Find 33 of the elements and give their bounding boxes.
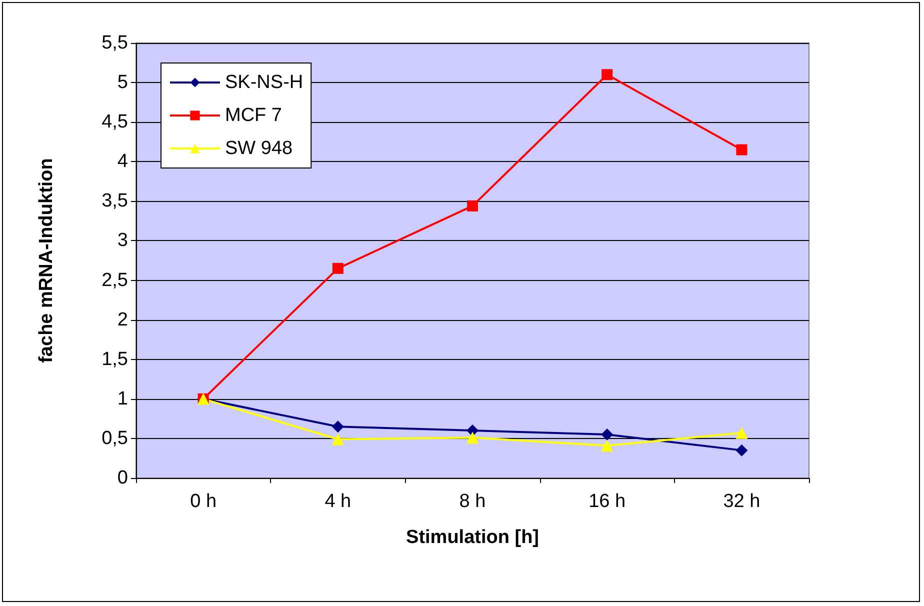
- x-tick-label: 16 h: [588, 491, 626, 512]
- y-tick-label: 3,5: [102, 190, 128, 212]
- point: [602, 69, 613, 80]
- point: [736, 444, 748, 456]
- y-tick-label: 0,5: [102, 428, 128, 449]
- point: [736, 144, 748, 156]
- y-tick-label: 5,5: [102, 32, 128, 54]
- x-axis-title: Stimulation [h]: [406, 527, 539, 548]
- point: [601, 428, 614, 440]
- y-tick-label: 5: [117, 72, 128, 94]
- y-axis-title: fache mRNA-Induktion: [36, 158, 57, 363]
- y-tick-label: 2: [117, 309, 128, 330]
- legend-label: SW 948: [225, 138, 293, 159]
- y-tick-label: 4: [117, 151, 128, 172]
- point: [736, 426, 748, 439]
- y-tick-label: 4,5: [102, 112, 128, 133]
- y-tick-label: 2,5: [102, 270, 128, 291]
- legend-label: SK-NS-H: [225, 72, 304, 93]
- point: [332, 262, 344, 274]
- y-tick-label: 1,5: [102, 348, 128, 370]
- x-tick-label: 8 h: [459, 491, 486, 512]
- point: [332, 433, 344, 446]
- x-tick-label: 4 h: [324, 491, 352, 512]
- y-tick-label: 0: [117, 468, 128, 488]
- legend-label: MCF 7: [225, 105, 282, 126]
- point: [467, 200, 478, 212]
- point: [601, 440, 614, 452]
- x-tick-label: 0 h: [190, 491, 217, 512]
- point: [332, 420, 344, 433]
- y-tick-label: 3: [117, 230, 128, 252]
- y-tick-label: 1: [117, 388, 128, 410]
- point: [466, 432, 478, 444]
- x-tick-label: 32 h: [723, 491, 760, 512]
